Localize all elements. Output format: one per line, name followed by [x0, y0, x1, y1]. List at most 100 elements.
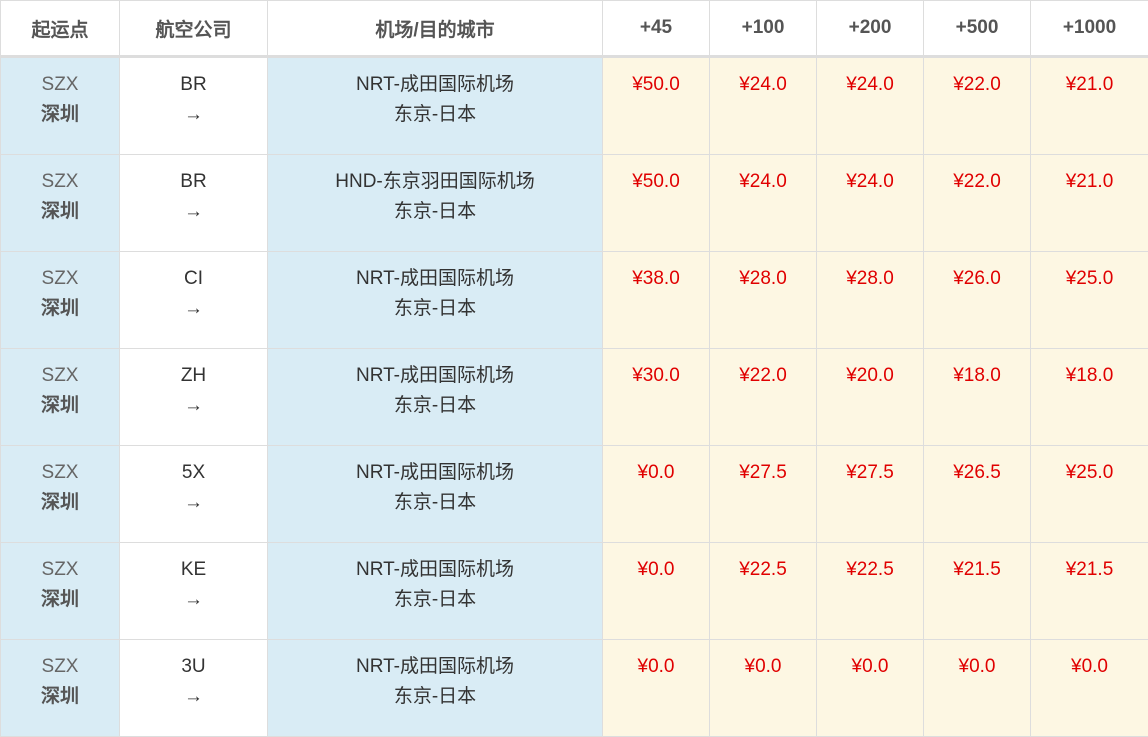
price-cell: ¥22.5	[817, 543, 924, 640]
origin-city: 深圳	[41, 686, 79, 707]
origin-cell: SZX 深圳	[1, 155, 120, 252]
arrow-icon: →	[120, 391, 267, 421]
price-cell: ¥28.0	[710, 252, 817, 349]
origin-city: 深圳	[41, 298, 79, 319]
column-header: +200	[817, 1, 924, 57]
price-cell: ¥30.0	[603, 349, 710, 446]
airline-code: KE	[120, 555, 267, 585]
destination-cell: NRT-成田国际机场东京-日本	[268, 252, 603, 349]
price-cell: ¥24.0	[817, 155, 924, 252]
origin-code: SZX	[1, 652, 119, 682]
airline-cell: BR→	[120, 155, 268, 252]
price-cell: ¥24.0	[710, 155, 817, 252]
airport-name: NRT-成田国际机场	[268, 652, 602, 682]
airline-cell: CI→	[120, 252, 268, 349]
price-cell: ¥18.0	[1031, 349, 1148, 446]
arrow-icon: →	[120, 100, 267, 130]
destination-cell: NRT-成田国际机场东京-日本	[268, 57, 603, 155]
price-cell: ¥21.0	[1031, 155, 1148, 252]
price-cell: ¥21.5	[924, 543, 1031, 640]
price-cell: ¥22.5	[710, 543, 817, 640]
airport-name: NRT-成田国际机场	[268, 70, 602, 100]
price-cell: ¥21.5	[1031, 543, 1148, 640]
origin-code: SZX	[1, 555, 119, 585]
column-header: +500	[924, 1, 1031, 57]
price-cell: ¥22.0	[924, 57, 1031, 155]
destination-city: 东京-日本	[268, 100, 602, 130]
price-cell: ¥27.5	[817, 446, 924, 543]
origin-cell: SZX 深圳	[1, 57, 120, 155]
origin-city: 深圳	[41, 104, 79, 125]
price-cell: ¥0.0	[710, 640, 817, 737]
airline-cell: KE→	[120, 543, 268, 640]
airline-code: 3U	[120, 652, 267, 682]
table-header-row: 起运点航空公司机场/目的城市+45+100+200+500+1000	[1, 1, 1148, 57]
arrow-icon: →	[120, 294, 267, 324]
airport-name: NRT-成田国际机场	[268, 555, 602, 585]
origin-cell: SZX 深圳	[1, 543, 120, 640]
column-header: 起运点	[1, 1, 120, 57]
destination-city: 东京-日本	[268, 197, 602, 227]
origin-code: SZX	[1, 70, 119, 100]
origin-code: SZX	[1, 167, 119, 197]
origin-city: 深圳	[41, 395, 79, 416]
airport-name: NRT-成田国际机场	[268, 458, 602, 488]
price-cell: ¥50.0	[603, 57, 710, 155]
price-cell: ¥38.0	[603, 252, 710, 349]
airport-name: NRT-成田国际机场	[268, 361, 602, 391]
price-cell: ¥27.5	[710, 446, 817, 543]
destination-city: 东京-日本	[268, 682, 602, 712]
origin-code: SZX	[1, 264, 119, 294]
price-cell: ¥20.0	[817, 349, 924, 446]
airline-code: ZH	[120, 361, 267, 391]
price-cell: ¥0.0	[603, 446, 710, 543]
destination-city: 东京-日本	[268, 294, 602, 324]
price-cell: ¥50.0	[603, 155, 710, 252]
airline-cell: ZH→	[120, 349, 268, 446]
price-cell: ¥25.0	[1031, 446, 1148, 543]
price-cell: ¥0.0	[924, 640, 1031, 737]
destination-city: 东京-日本	[268, 391, 602, 421]
column-header: +1000	[1031, 1, 1148, 57]
column-header: 机场/目的城市	[268, 1, 603, 57]
price-cell: ¥22.0	[924, 155, 1031, 252]
price-cell: ¥0.0	[1031, 640, 1148, 737]
airline-code: 5X	[120, 458, 267, 488]
airline-code: BR	[120, 70, 267, 100]
destination-city: 东京-日本	[268, 585, 602, 615]
column-header: +100	[710, 1, 817, 57]
origin-city: 深圳	[41, 589, 79, 610]
price-cell: ¥0.0	[603, 543, 710, 640]
origin-city: 深圳	[41, 201, 79, 222]
origin-cell: SZX 深圳	[1, 252, 120, 349]
destination-cell: NRT-成田国际机场东京-日本	[268, 640, 603, 737]
airport-name: HND-东京羽田国际机场	[268, 167, 602, 197]
destination-cell: HND-东京羽田国际机场东京-日本	[268, 155, 603, 252]
destination-cell: NRT-成田国际机场东京-日本	[268, 446, 603, 543]
arrow-icon: →	[120, 197, 267, 227]
column-header: 航空公司	[120, 1, 268, 57]
price-cell: ¥25.0	[1031, 252, 1148, 349]
origin-city: 深圳	[41, 492, 79, 513]
destination-cell: NRT-成田国际机场东京-日本	[268, 349, 603, 446]
arrow-icon: →	[120, 488, 267, 518]
origin-cell: SZX 深圳	[1, 640, 120, 737]
price-cell: ¥0.0	[817, 640, 924, 737]
arrow-icon: →	[120, 585, 267, 615]
airport-name: NRT-成田国际机场	[268, 264, 602, 294]
price-cell: ¥21.0	[1031, 57, 1148, 155]
airline-cell: BR→	[120, 57, 268, 155]
price-cell: ¥26.5	[924, 446, 1031, 543]
arrow-icon: →	[120, 682, 267, 712]
price-cell: ¥0.0	[603, 640, 710, 737]
